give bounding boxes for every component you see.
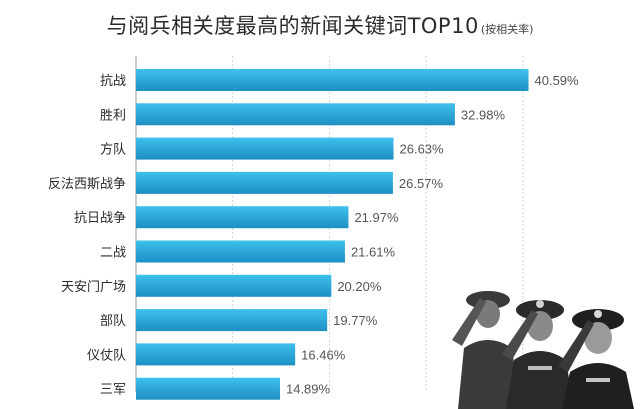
chart-title: 与阅兵相关度最高的新闻关键词TOP10 (按相关率) <box>0 10 640 40</box>
bar <box>136 69 529 91</box>
category-label: 部队 <box>100 314 126 329</box>
chart-subtitle: (按相关率) <box>480 23 534 36</box>
bars <box>136 69 529 400</box>
bar <box>136 240 345 263</box>
value-label: 21.97% <box>354 210 399 225</box>
value-label: 40.59% <box>535 73 580 88</box>
bar <box>136 377 280 400</box>
category-label: 三军 <box>100 383 126 398</box>
category-label: 仪仗队 <box>87 348 126 363</box>
category-label: 抗战 <box>100 74 126 89</box>
chart-title-main: 与阅兵相关度最高的新闻关键词TOP10 <box>106 14 479 38</box>
bar <box>136 171 393 194</box>
labels: 抗战 40.59% 胜利 32.98% 方队 26.63% 反法西斯战争 26.57% 抗日战争… <box>48 73 579 398</box>
bar <box>136 343 296 366</box>
value-label: 16.46% <box>301 347 346 362</box>
bar <box>136 137 394 160</box>
category-label: 胜利 <box>100 108 126 123</box>
bar <box>136 103 455 126</box>
value-label: 19.77% <box>333 313 378 328</box>
category-label: 天安门广场 <box>61 280 126 295</box>
category-label: 反法西斯战争 <box>48 177 126 192</box>
category-label: 抗日战争 <box>74 211 126 226</box>
value-label: 32.98% <box>461 107 506 122</box>
value-label: 14.89% <box>286 382 331 397</box>
bar <box>136 309 328 332</box>
value-label: 26.63% <box>400 142 445 157</box>
bar <box>136 206 349 229</box>
value-label: 20.20% <box>337 279 382 294</box>
value-label: 26.57% <box>399 176 444 191</box>
saluting-soldiers-illustration <box>452 291 634 409</box>
value-label: 21.61% <box>351 245 396 260</box>
category-label: 方队 <box>100 142 126 158</box>
bar <box>136 274 332 297</box>
category-label: 二战 <box>100 246 126 261</box>
